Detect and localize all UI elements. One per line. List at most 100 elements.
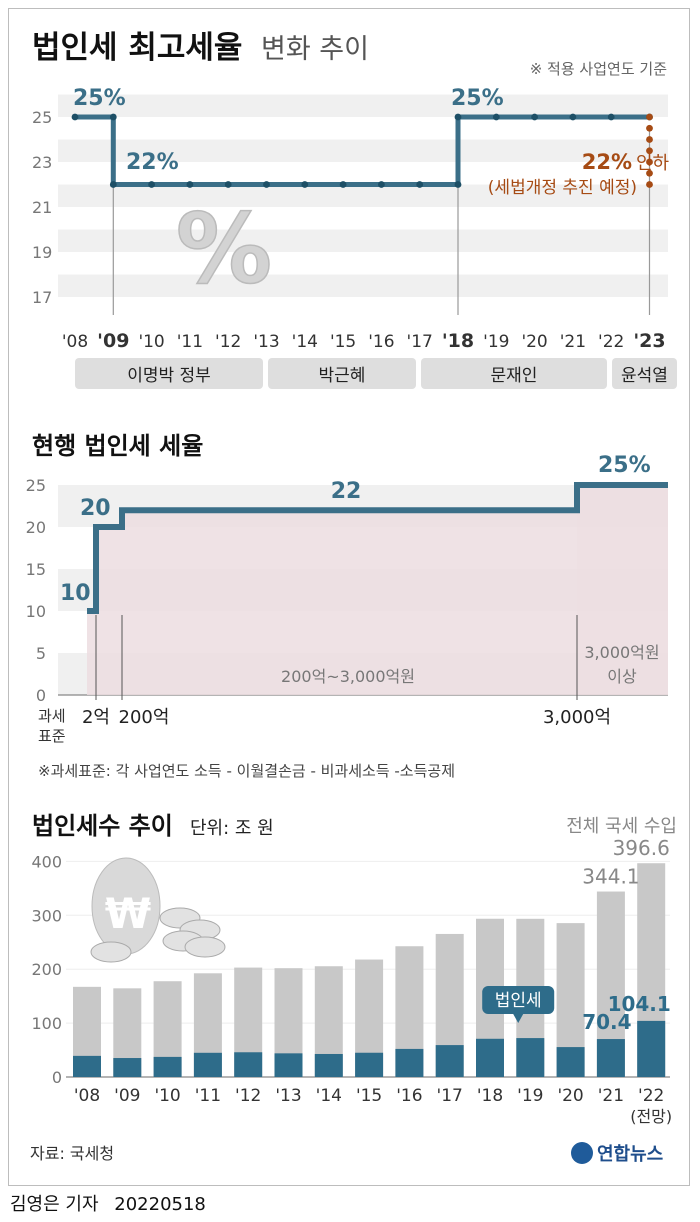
x-tick-label: '21 <box>598 1086 624 1106</box>
chart3-unit: 단위: 조 원 <box>190 818 274 839</box>
x-tick-label: '22 <box>638 1086 664 1106</box>
government-bar <box>268 358 416 389</box>
chart2-note: ※과세표준: 각 사업연도 소득 - 이월결손금 - 비과세소득 -소득공제 <box>38 762 455 780</box>
data-point <box>416 181 424 188</box>
data-point <box>569 113 577 121</box>
x-tick-label: '11 <box>195 1086 221 1106</box>
x-tick-label: '14 <box>292 332 318 352</box>
y-tick-label: 10 <box>26 602 46 621</box>
rate-label-22: 22 <box>331 479 362 504</box>
y-tick-label: 25 <box>26 476 46 495</box>
source-label: 자료: 국세청 <box>30 1144 114 1163</box>
government-label: 문재인 <box>491 366 538 386</box>
percent-icon: % <box>176 193 272 305</box>
x-tick-label: '21 <box>560 332 586 352</box>
bar-corporate-tax <box>435 1045 464 1077</box>
x-tick-label: '08 <box>62 332 88 352</box>
planned-point <box>646 113 653 121</box>
publish-date: 20220518 <box>114 1194 206 1215</box>
x-tick-label: '23 <box>633 330 665 352</box>
x-tick-label: '08 <box>74 1086 100 1106</box>
coin-icon <box>184 936 226 958</box>
bar-corporate-tax <box>73 1055 101 1077</box>
legend-corp-label: 법인세 <box>495 991 542 1011</box>
x-tick-label: '09 <box>97 330 129 352</box>
chart1-title-suffix: 변화 추이 <box>261 34 369 65</box>
planned-point <box>646 124 653 132</box>
government-label: 윤석열 <box>621 366 668 386</box>
x-tick-label: '20 <box>521 332 547 352</box>
bar-corporate-tax <box>234 1052 263 1077</box>
bar-corporate-tax <box>476 1038 504 1077</box>
rate-label-20: 20 <box>80 496 111 521</box>
bar-corporate-tax <box>596 1039 625 1077</box>
bar-corporate-tax <box>516 1038 545 1077</box>
rate-band <box>87 611 96 695</box>
won-symbol: ₩ <box>105 889 151 938</box>
rate-line <box>75 114 650 187</box>
data-point <box>109 181 117 188</box>
planned-label: 22% <box>582 150 632 174</box>
data-point <box>148 181 156 188</box>
x-tick-label: '13 <box>275 1086 301 1106</box>
government-bar <box>421 358 607 389</box>
data-point <box>301 181 309 188</box>
planned-point <box>646 147 653 155</box>
x-tick-label: 200억 <box>119 707 170 728</box>
data-point <box>531 113 538 121</box>
planned-point <box>646 158 653 166</box>
grid-band <box>58 184 668 207</box>
annotation-22: 22% <box>126 150 179 175</box>
data-point <box>263 181 270 188</box>
x-tick-label: '19 <box>483 332 509 352</box>
y-tick-label: 15 <box>26 560 46 579</box>
data-point <box>492 113 500 121</box>
grid-band <box>58 139 668 162</box>
x-tick-label: '16 <box>368 332 394 352</box>
bar-corporate-tax <box>274 1053 303 1077</box>
y-tick-label: 200 <box>31 960 62 979</box>
y-tick-label: 25 <box>32 108 52 127</box>
data-point <box>339 181 347 188</box>
x-tick-label: '14 <box>316 1086 342 1106</box>
logo-text: 연합뉴스 <box>597 1143 663 1165</box>
government-label: 박근혜 <box>319 366 366 386</box>
coin-icon <box>90 941 132 963</box>
legend-callout-pointer <box>513 1014 524 1023</box>
planned-label-suffix: 인하 <box>636 153 670 174</box>
x-axis-label-2: 표준 <box>38 727 66 745</box>
value-label-total-2021: 344.1 <box>582 865 639 889</box>
bar-corporate-tax <box>193 1052 222 1077</box>
band-label-middle: 200억~3,000억원 <box>281 667 415 686</box>
band-label-top-2: 이상 <box>607 667 637 686</box>
x-tick-label: '18 <box>442 330 474 352</box>
y-tick-label: 0 <box>52 1068 62 1087</box>
x-tick-label: '10 <box>154 1086 180 1106</box>
y-tick-label: 5 <box>36 644 46 663</box>
x-tick-label: '20 <box>557 1086 583 1106</box>
x-tick-label: '17 <box>407 332 433 352</box>
chart1-title: 법인세 최고세율 <box>32 30 242 66</box>
x-tick-label: '22 <box>598 332 624 352</box>
y-tick-label: 19 <box>32 243 52 262</box>
planned-point <box>646 169 653 177</box>
reporter-name: 김영은 기자 <box>10 1194 99 1215</box>
x-tick-label: '11 <box>177 332 203 352</box>
y-tick-label: 17 <box>32 288 52 307</box>
footer: 김영은 기자 20220518 <box>10 1190 206 1216</box>
x-tick-label: '16 <box>396 1086 422 1106</box>
x-tick-label: 2억 <box>82 707 110 728</box>
x-tick-label: '12 <box>235 1086 261 1106</box>
x-tick-label: '19 <box>517 1086 543 1106</box>
frame <box>8 8 690 1186</box>
x-tick-label: '15 <box>330 332 356 352</box>
bar-corporate-tax <box>556 1047 585 1077</box>
rate-band <box>577 485 668 695</box>
annotation-25-right: 25% <box>451 86 504 111</box>
data-point <box>607 113 615 121</box>
rate-band <box>96 527 122 695</box>
x-tick-label: '15 <box>356 1086 382 1106</box>
legend-total-label: 전체 국세 수입 <box>566 816 677 837</box>
y-tick-label: 0 <box>36 686 46 705</box>
